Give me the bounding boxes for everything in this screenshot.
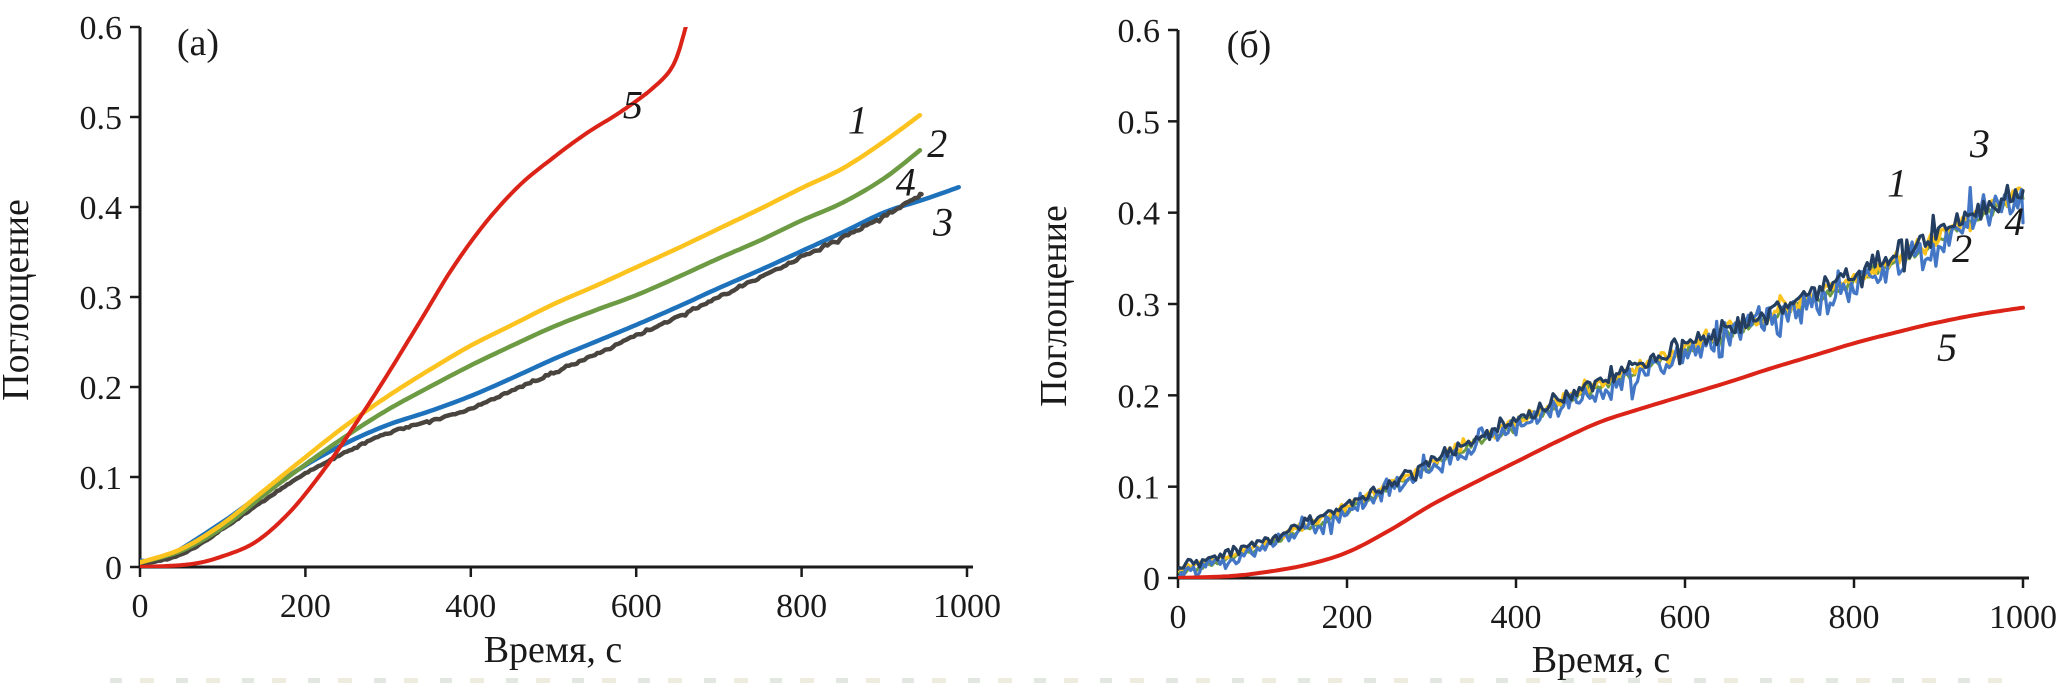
- x-tick-label: 0: [1170, 599, 1187, 636]
- y-tick-label: 0.5: [1118, 104, 1161, 141]
- x-tick-label: 800: [776, 588, 827, 625]
- curve-label-4: 4: [896, 160, 916, 205]
- curves: [1178, 183, 2025, 579]
- y-tick-label: 0.4: [80, 190, 123, 227]
- panel-b-y-axis-label: Поглощение: [1033, 205, 1075, 407]
- x-tick-label: 400: [445, 588, 496, 625]
- y-tick-label: 0.4: [1118, 196, 1161, 233]
- x-tick-label: 1000: [933, 588, 1001, 625]
- curve-label-2: 2: [1952, 226, 1972, 271]
- curve-label-5: 5: [1937, 325, 1957, 370]
- y-tick-label: 0.1: [80, 460, 123, 497]
- panel-a-plot-area: 0 0.1 0.2 0.3 0.4 0.5 0.6 0 200 400 600 800 1000 342 1…: [80, 10, 1002, 625]
- curve-label-3: 3: [932, 199, 953, 244]
- panel-b: (б) Время, с Поглощение 0 0.1 0.2 0.3 0.4 0.5…: [1033, 13, 2057, 681]
- y-tick-label: 0.6: [1118, 13, 1161, 50]
- panel-a: (a) Время, с Поглощение 0 0.1 0.2 0.3 0.4 0.5…: [0, 10, 1001, 671]
- y-tick-label: 0.3: [80, 280, 123, 317]
- y-tick-label: 0.1: [1118, 470, 1161, 507]
- x-tick-label: 200: [280, 588, 331, 625]
- y-tick-label: 0.2: [1118, 378, 1161, 415]
- curve-4: [1178, 183, 2025, 571]
- x-tick-label: 800: [1829, 599, 1880, 636]
- y-tick-label: 0.5: [80, 100, 123, 137]
- cropped-caption-remnant: [110, 678, 2022, 683]
- panel-a-y-axis-label: Поглощение: [0, 199, 37, 401]
- x-tick-label: 400: [1491, 599, 1542, 636]
- curve-label-1: 1: [1887, 160, 1907, 205]
- y-tick-label: 0: [105, 550, 122, 587]
- x-tick-label: 200: [1322, 599, 1373, 636]
- curve-label-5: 5: [623, 82, 643, 127]
- panel-b-x-axis-label: Время, с: [1532, 639, 1671, 681]
- x-tick-label: 1000: [1989, 599, 2057, 636]
- panel-a-letter: (a): [177, 22, 219, 64]
- curve-2: [140, 148, 923, 565]
- y-tick-label: 0: [1143, 561, 1160, 598]
- curve-5: [1178, 305, 2025, 579]
- curve-label-3: 3: [1969, 121, 1990, 166]
- curve-5: [140, 27, 688, 568]
- curves: [140, 27, 961, 568]
- panel-a-x-axis-label: Время, с: [484, 629, 623, 671]
- y-tick-label: 0.3: [1118, 287, 1161, 324]
- y-tick-label: 0.2: [80, 370, 123, 407]
- curve-3: [1178, 185, 2025, 579]
- curve-label-1: 1: [848, 98, 868, 143]
- axis-lines: [1176, 30, 2029, 580]
- x-tick-label: 0: [132, 588, 149, 625]
- curve-label-2: 2: [927, 121, 947, 166]
- curve-label-4: 4: [2005, 199, 2025, 244]
- x-tick-label: 600: [1660, 599, 1711, 636]
- curve-1: [140, 112, 923, 565]
- curve-4: [140, 191, 924, 567]
- panel-b-letter: (б): [1227, 24, 1272, 66]
- x-tick-label: 600: [611, 588, 662, 625]
- panel-b-plot-area: 0 0.1 0.2 0.3 0.4 0.5 0.6 0 200 400 600 800 1000 21 34…: [1118, 13, 2058, 636]
- y-tick-label: 0.6: [80, 10, 123, 47]
